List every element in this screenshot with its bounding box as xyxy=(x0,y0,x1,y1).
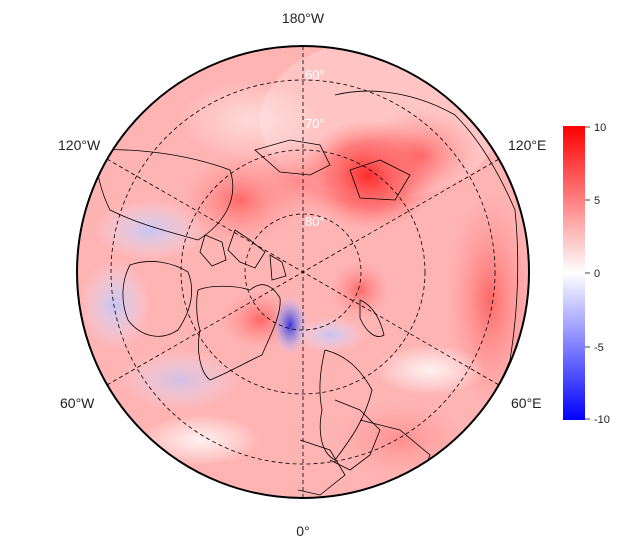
coastlines xyxy=(94,90,519,496)
lat-label-70: 70° xyxy=(305,116,325,131)
colorbar-tick-0: 0 xyxy=(594,268,600,280)
graticule xyxy=(106,46,500,498)
lat-label-60: 60° xyxy=(305,67,325,82)
colorbar: 10 5 0 -5 -10 xyxy=(563,122,610,426)
lon-label-top-left: 120°W xyxy=(58,137,101,153)
lon-label-bottom: 0° xyxy=(296,523,309,539)
colorbar-tick-neg10: -10 xyxy=(594,414,610,426)
colorbar-tick-neg5: -5 xyxy=(594,342,604,354)
lat-label-80: 80° xyxy=(305,214,325,229)
colorbar-tick-10: 10 xyxy=(594,122,606,134)
lon-label-bottom-right: 60°E xyxy=(511,395,542,411)
lon-label-top-right: 120°E xyxy=(508,137,546,153)
lon-label-bottom-left: 60°W xyxy=(60,395,95,411)
lon-label-top: 180°W xyxy=(282,10,325,26)
map-boundary xyxy=(76,45,530,499)
colorbar-tick-5: 5 xyxy=(594,195,600,207)
colorbar-gradient xyxy=(563,126,585,420)
anomaly-field xyxy=(77,46,529,498)
